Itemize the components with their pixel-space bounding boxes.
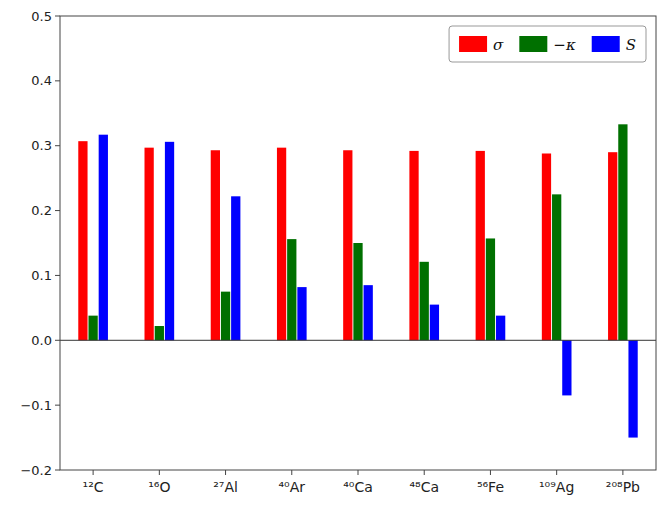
x-tick — [159, 470, 160, 475]
bar — [409, 151, 418, 340]
y-tick-label: −0.1 — [20, 398, 52, 413]
zero-line — [60, 340, 656, 341]
y-tick-label: 0.3 — [31, 138, 52, 153]
bar — [552, 194, 561, 340]
bar — [155, 326, 164, 340]
y-tick-label: 0.2 — [31, 203, 52, 218]
bar — [608, 152, 617, 340]
legend-swatch — [519, 36, 547, 52]
bar — [496, 316, 505, 341]
plot-frame — [60, 16, 656, 470]
x-tick — [622, 470, 623, 475]
y-tick — [55, 405, 60, 406]
x-tick-label: ⁴⁰Ca — [343, 479, 373, 495]
bar — [297, 287, 306, 340]
y-tick — [55, 340, 60, 341]
x-tick-label: ²⁰⁸Pb — [606, 479, 640, 495]
y-tick — [55, 16, 60, 17]
legend: σ −κ S — [449, 26, 646, 62]
legend-item: S — [592, 36, 636, 54]
legend-box — [449, 26, 646, 62]
bar — [430, 305, 439, 341]
bar — [144, 148, 153, 341]
y-tick — [55, 145, 60, 146]
bar — [231, 196, 240, 340]
x-tick-label: ⁴⁸Ca — [409, 479, 439, 495]
x-tick-label: ⁵⁶Fe — [477, 479, 504, 495]
bar — [99, 135, 108, 341]
bar — [618, 124, 627, 340]
bar — [165, 142, 174, 340]
x-tick-label: ¹⁰⁹Ag — [539, 479, 574, 495]
x-tick — [358, 470, 359, 475]
bar — [343, 150, 352, 340]
bar — [562, 340, 571, 395]
bar — [628, 340, 637, 437]
bar — [364, 285, 373, 340]
bar — [353, 243, 362, 340]
legend-swatch — [459, 36, 487, 52]
bar — [88, 316, 97, 341]
legend-label: −κ — [553, 36, 576, 54]
y-tick-label: 0.0 — [31, 333, 52, 348]
bars — [78, 124, 637, 437]
bar — [277, 148, 286, 341]
bar — [476, 151, 485, 340]
legend-item: σ — [459, 36, 504, 54]
y-tick — [55, 210, 60, 211]
x-tick — [93, 470, 94, 475]
legend-label: S — [626, 36, 636, 54]
x-tick-label: ¹⁶O — [148, 479, 170, 495]
bar — [486, 238, 495, 340]
legend-item: −κ — [519, 36, 576, 54]
y-tick — [55, 275, 60, 276]
x-tick — [424, 470, 425, 475]
bar — [221, 292, 230, 341]
x-tick — [490, 470, 491, 475]
y-tick-label: 0.1 — [31, 268, 52, 283]
y-tick-label: 0.4 — [31, 73, 52, 88]
y-tick — [55, 470, 60, 471]
bar — [78, 141, 87, 340]
x-tick-label: ²⁷Al — [213, 479, 238, 495]
x-tick — [225, 470, 226, 475]
x-tick — [556, 470, 557, 475]
x-tick-label: ¹²C — [83, 479, 104, 495]
bar — [420, 262, 429, 340]
y-tick-label: 0.5 — [31, 9, 52, 24]
legend-swatch — [592, 36, 620, 52]
bar — [287, 239, 296, 340]
legend-label: σ — [493, 36, 504, 54]
x-tick — [291, 470, 292, 475]
y-tick-label: −0.2 — [20, 463, 52, 478]
bar — [542, 153, 551, 340]
bar — [211, 150, 220, 340]
y-tick — [55, 80, 60, 81]
chart: −0.2 −0.1 0.0 0.1 0.2 0.3 0.4 0.5 ¹²C ¹⁶O ²⁷Al ⁴⁰Ar… — [0, 0, 672, 514]
x-tick-label: ⁴⁰Ar — [278, 479, 305, 495]
